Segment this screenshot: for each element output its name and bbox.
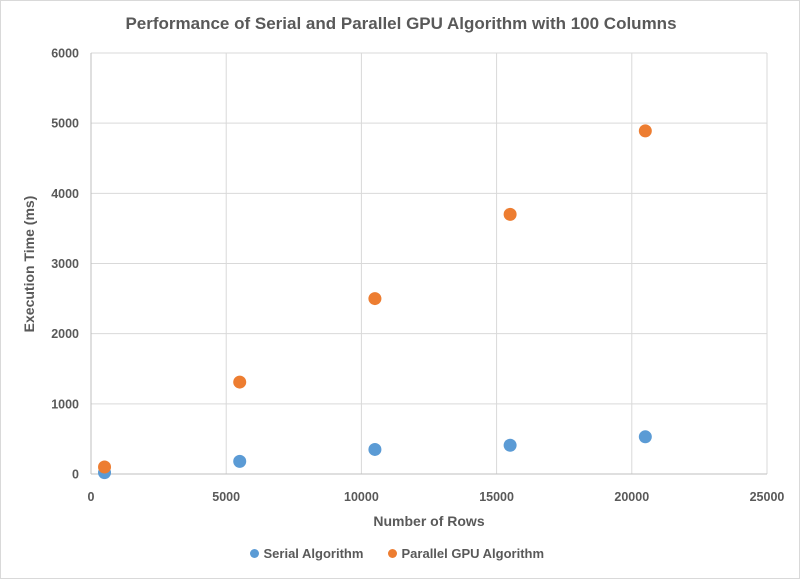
- x-tick-label: 20000: [614, 490, 649, 504]
- x-tick-label: 10000: [344, 490, 379, 504]
- legend: Serial Algorithm Parallel GPU Algorithm: [250, 546, 544, 561]
- y-axis-ticks: 0 1000 2000 3000 4000 5000 6000: [51, 47, 79, 482]
- x-tick-label: 0: [88, 490, 95, 504]
- legend-label: Parallel GPU Algorithm: [402, 546, 545, 561]
- x-tick-label: 5000: [212, 490, 240, 504]
- data-points: [98, 124, 652, 480]
- y-tick-label: 0: [72, 468, 79, 482]
- y-tick-label: 4000: [51, 187, 79, 201]
- series-serial: [98, 430, 652, 480]
- legend-marker: [250, 549, 259, 558]
- grid: [91, 52, 768, 474]
- data-point: [98, 460, 112, 474]
- axes: [90, 53, 767, 475]
- legend-item: Serial Algorithm: [250, 546, 363, 561]
- data-point: [638, 430, 652, 444]
- y-axis-label: Execution Time (ms): [21, 196, 37, 333]
- x-axis-label: Number of Rows: [373, 513, 484, 529]
- data-point: [503, 438, 517, 452]
- legend-label: Serial Algorithm: [264, 546, 364, 561]
- y-tick-label: 2000: [51, 327, 79, 341]
- data-point: [368, 292, 382, 306]
- y-tick-label: 6000: [51, 47, 79, 61]
- data-point: [233, 454, 247, 468]
- x-tick-label: 15000: [479, 490, 514, 504]
- series-parallel-gpu: [98, 124, 652, 474]
- chart-title: Performance of Serial and Parallel GPU A…: [125, 14, 676, 33]
- y-tick-label: 1000: [51, 397, 79, 411]
- data-point: [503, 207, 517, 221]
- legend-marker: [388, 549, 397, 558]
- data-point: [233, 375, 247, 389]
- x-tick-label: 25000: [750, 490, 785, 504]
- legend-item: Parallel GPU Algorithm: [388, 546, 544, 561]
- y-tick-label: 3000: [51, 257, 79, 271]
- data-point: [638, 124, 652, 138]
- x-axis-ticks: 0 5000 10000 15000 20000 25000: [88, 490, 785, 504]
- data-point: [368, 442, 382, 456]
- y-tick-label: 5000: [51, 117, 79, 131]
